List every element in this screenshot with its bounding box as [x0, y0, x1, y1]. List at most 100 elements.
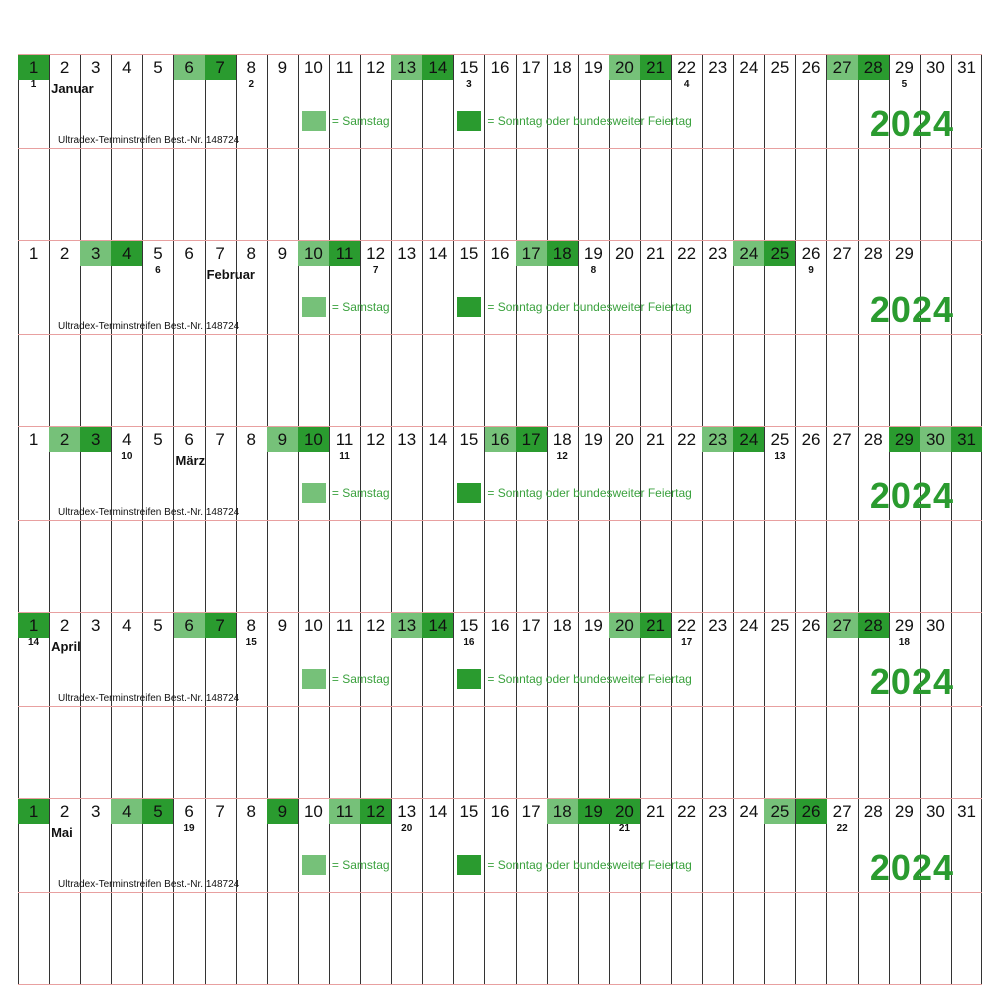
day-number: 1: [18, 799, 49, 822]
day-cell: 23: [702, 55, 733, 101]
day-number: 12: [360, 55, 391, 78]
day-cell: 3: [80, 613, 111, 659]
day-number: 21: [640, 799, 671, 822]
day-cell: 1: [18, 799, 49, 845]
day-cell: 21: [640, 241, 671, 287]
day-number: 28: [858, 613, 889, 636]
day-number: 8: [236, 55, 267, 78]
day-cell: 3: [80, 799, 111, 845]
day-number: 30: [920, 427, 951, 450]
day-number: 17: [516, 241, 547, 264]
day-number: 2: [49, 427, 80, 450]
day-cell: 27: [827, 613, 858, 659]
year-label: 2024: [870, 661, 954, 703]
day-number: 19: [578, 55, 609, 78]
year-label: 2024: [870, 475, 954, 517]
day-number: 24: [733, 241, 764, 264]
legend-label-saturday: = Samstag: [332, 672, 390, 686]
day-cell: 6: [174, 613, 205, 659]
day-number: 18: [547, 241, 578, 264]
day-number: 23: [702, 799, 733, 822]
day-number: 18: [547, 613, 578, 636]
day-cell: 15: [453, 427, 484, 473]
day-cell: 24: [733, 427, 764, 473]
month-name: Februar: [207, 267, 255, 282]
legend-swatch-sunday: [457, 297, 481, 317]
day-number: 7: [205, 799, 236, 822]
day-number: 20: [609, 613, 640, 636]
day-cell: 11: [329, 799, 360, 845]
month-block: 1234566789101112713141516171819820212223…: [18, 240, 982, 427]
day-number: 9: [267, 55, 298, 78]
day-cell: 295: [889, 55, 920, 101]
day-number: 5: [142, 613, 173, 636]
day-number: 8: [236, 241, 267, 264]
day-number: 3: [80, 55, 111, 78]
day-cell: 18: [547, 55, 578, 101]
day-cell: 29: [889, 427, 920, 473]
month-name: Januar: [51, 81, 94, 96]
day-cell: 17: [516, 799, 547, 845]
day-cell: 2513: [764, 427, 795, 473]
day-number: 5: [142, 55, 173, 78]
grid-column: [951, 613, 982, 798]
day-cell: 27: [827, 241, 858, 287]
day-number: 3: [80, 613, 111, 636]
week-number: 9: [796, 264, 827, 276]
day-cell: 21: [640, 613, 671, 659]
day-number: 5: [142, 241, 173, 264]
day-cell: 27: [827, 427, 858, 473]
day-cell: 31: [951, 427, 982, 473]
week-number: 16: [453, 636, 484, 648]
order-number-label: Ultradex-Terminstreifen Best.-Nr. 148724: [58, 879, 239, 890]
day-number: 25: [764, 55, 795, 78]
day-number: 14: [422, 427, 453, 450]
day-number: 17: [516, 613, 547, 636]
day-number: 28: [858, 799, 889, 822]
day-number: 28: [858, 427, 889, 450]
day-cell: 26: [796, 427, 827, 473]
day-number: 4: [111, 613, 142, 636]
day-number: 3: [80, 427, 111, 450]
day-number: 7: [205, 613, 236, 636]
day-cell: 25: [764, 799, 795, 845]
day-number: 2: [49, 241, 80, 264]
day-number: 18: [547, 427, 578, 450]
day-number: 26: [796, 427, 827, 450]
day-number: 16: [485, 241, 516, 264]
day-number: 12: [360, 241, 391, 264]
day-cell: 1: [18, 427, 49, 473]
day-number: 20: [609, 799, 640, 822]
day-cell: 25: [764, 241, 795, 287]
day-cell: 2021: [609, 799, 640, 845]
day-number: 29: [889, 427, 920, 450]
day-number: 28: [858, 241, 889, 264]
day-cell: 16: [485, 799, 516, 845]
day-number: 20: [609, 55, 640, 78]
day-cell: 25: [764, 613, 795, 659]
year-planner: 1123456782910111213141531617181920212242…: [18, 0, 982, 985]
day-cell: 24: [733, 613, 764, 659]
day-number: 16: [485, 427, 516, 450]
day-number: 22: [671, 55, 702, 78]
day-cell: 2918: [889, 613, 920, 659]
day-cell: 127: [360, 241, 391, 287]
day-number: 16: [485, 613, 516, 636]
day-number: 19: [578, 427, 609, 450]
day-cell: 22: [671, 241, 702, 287]
week-number: 3: [453, 78, 484, 90]
day-number: 30: [920, 799, 951, 822]
week-number: 19: [174, 822, 205, 834]
week-number: 7: [360, 264, 391, 276]
day-cell: 9: [267, 55, 298, 101]
day-number: 11: [329, 55, 360, 78]
day-number: 31: [951, 55, 982, 78]
legend-swatch-sunday: [457, 111, 481, 131]
day-cell: 1: [18, 241, 49, 287]
day-number: 25: [764, 613, 795, 636]
day-number: 11: [329, 613, 360, 636]
week-number: 2: [236, 78, 267, 90]
legend-swatch-saturday: [302, 669, 326, 689]
legend-swatch-sunday: [457, 855, 481, 875]
day-cell: 9: [267, 241, 298, 287]
